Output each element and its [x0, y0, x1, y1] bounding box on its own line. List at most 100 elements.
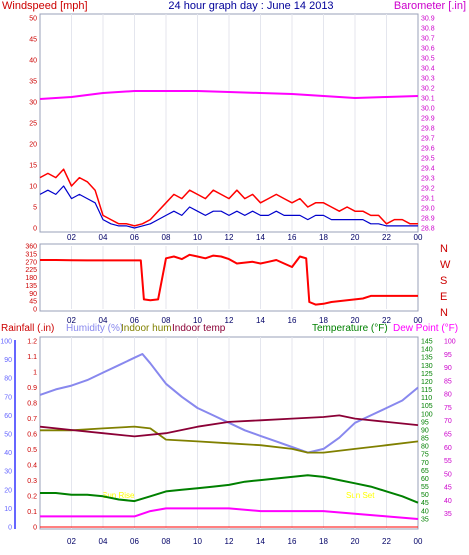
direction-tick-label: 0	[33, 307, 37, 314]
humidity-axis-title: Humidity (%)	[66, 323, 123, 334]
dew-point-tick-label: 90	[444, 365, 452, 372]
rainfall-tick-label: 0.3	[27, 478, 37, 485]
barometer-tick-label: 29.1	[421, 196, 435, 203]
barometer-tick-label: 29.2	[421, 186, 435, 193]
dew-point-tick-label: 80	[444, 392, 452, 399]
direction-panel-frame	[39, 243, 419, 312]
dew-point-tick-label: 45	[444, 485, 452, 492]
direction-x-tick-label: 20	[351, 316, 360, 325]
dew-point-tick-label: 60	[444, 445, 452, 452]
temperature-tick-label: 95	[421, 419, 429, 426]
barometer-tick-label: 29.6	[421, 146, 435, 153]
barometer-tick-label: 30.2	[421, 86, 435, 93]
barometer-tick-label: 29.9	[421, 116, 435, 123]
windspeed-tick-label: 10	[29, 184, 37, 191]
windspeed-tick-label: 15	[29, 163, 37, 170]
sunrise-annotation: Sun Rise	[102, 491, 135, 500]
dew-point-tick-label: 70	[444, 418, 452, 425]
direction-tick-label: 180	[25, 275, 37, 282]
dew-point-tick-label: 40	[444, 498, 452, 505]
windspeed-tick-label: 45	[29, 37, 37, 44]
rainfall-tick-label: 0.6	[27, 432, 37, 439]
temperature-tick-label: 125	[421, 371, 433, 378]
dew-point-tick-label: 95	[444, 352, 452, 359]
humidity-tick-label: 0	[8, 525, 12, 532]
compass-s: S	[440, 275, 447, 287]
humidity-tick-label: 80	[4, 376, 12, 383]
temperature-tick-label: 140	[421, 347, 433, 354]
temperature-tick-label: 105	[421, 403, 433, 410]
temperature-tick-label: 45	[421, 500, 429, 507]
barometer-tick-label: 29.0	[421, 206, 435, 213]
rainfall-tick-label: 0.1	[27, 509, 37, 516]
wind-direction-series-line	[40, 253, 418, 306]
compass-w: W	[440, 259, 451, 271]
barometer-tick-label: 29.3	[421, 176, 435, 183]
rainfall-tick-label: 0.8	[27, 401, 37, 408]
wind-x-tick-label: 20	[351, 233, 360, 242]
sunset-annotation: Sun Set	[346, 491, 375, 500]
bottom-x-tick-label: 20	[351, 537, 360, 546]
windspeed-tick-label: 25	[29, 121, 37, 128]
indoor-hum-label: Indoor hum	[121, 323, 172, 334]
windspeed-axis-title: Windspeed [mph]	[2, 0, 88, 12]
chart-marks: 0510152025303540455028.828.929.029.129.2…	[0, 14, 456, 546]
bottom-x-tick-label: 04	[99, 537, 108, 546]
rainfall-tick-label: 1	[33, 370, 37, 377]
humidity-tick-label: 100	[0, 339, 12, 346]
windspeed-tick-label: 35	[29, 79, 37, 86]
barometer-tick-label: 30.4	[421, 66, 435, 73]
wind-x-tick-label: 08	[162, 233, 171, 242]
temperature-tick-label: 85	[421, 436, 429, 443]
temperature-tick-label: 40	[421, 508, 429, 515]
page-title: 24 hour graph day : June 14 2013	[168, 0, 333, 12]
barometer-tick-label: 30.7	[421, 36, 435, 43]
direction-tick-label: 270	[25, 259, 37, 266]
wind-x-tick-label: 02	[67, 233, 76, 242]
dew-point-axis-title: Dew Point (°F)	[393, 323, 458, 334]
barometer-series-line	[39, 90, 419, 100]
humidity-tick-label: 10	[4, 506, 12, 513]
rainfall-tick-label: 1.1	[27, 354, 37, 361]
barometer-tick-label: 30.8	[421, 26, 435, 33]
direction-x-tick-label: 04	[99, 316, 108, 325]
temperature-tick-label: 110	[421, 395, 432, 402]
rainfall-tick-label: 0.7	[27, 416, 37, 423]
humidity-series-line	[39, 353, 419, 454]
dew-point-tick-label: 55	[444, 458, 452, 465]
rainfall-tick-label: 0.5	[27, 447, 37, 454]
rainfall-tick-label: 0.4	[27, 463, 37, 470]
dew-point-tick-label: 75	[444, 405, 452, 412]
temperature-tick-label: 145	[421, 339, 433, 346]
windspeed-tick-label: 40	[29, 58, 37, 65]
bottom-x-tick-label: 00	[414, 537, 423, 546]
temperature-tick-label: 80	[421, 444, 429, 451]
compass-n-bottom: N	[440, 307, 448, 319]
dew-point-tick-label: 85	[444, 378, 452, 385]
windspeed-tick-label: 30	[29, 100, 37, 107]
direction-tick-label: 315	[25, 251, 37, 258]
direction-x-tick-label: 02	[67, 316, 76, 325]
temperature-tick-label: 55	[421, 484, 429, 491]
direction-x-tick-label: 06	[130, 316, 139, 325]
rainfall-tick-label: 0	[33, 525, 37, 532]
indoor-temp-label: Indoor temp	[172, 323, 226, 334]
bottom-x-tick-label: 08	[162, 537, 171, 546]
direction-x-tick-label: 14	[256, 316, 265, 325]
dew-point-tick-label: 100	[444, 339, 456, 346]
temperature-tick-label: 130	[421, 363, 433, 370]
barometer-tick-label: 29.4	[421, 166, 435, 173]
windspeed-tick-label: 50	[29, 16, 37, 23]
temperature-series-line	[40, 474, 419, 504]
humidity-tick-label: 60	[4, 413, 12, 420]
dew-point-series-line	[40, 507, 419, 520]
wind-x-tick-label: 00	[414, 233, 423, 242]
temperature-tick-label: 100	[421, 411, 433, 418]
bottom-x-tick-label: 16	[288, 537, 297, 546]
dew-point-tick-label: 65	[444, 432, 452, 439]
temperature-axis-title: Temperature (°F)	[312, 323, 388, 334]
barometer-tick-label: 29.7	[421, 136, 435, 143]
wind-average-series-line	[39, 185, 418, 229]
